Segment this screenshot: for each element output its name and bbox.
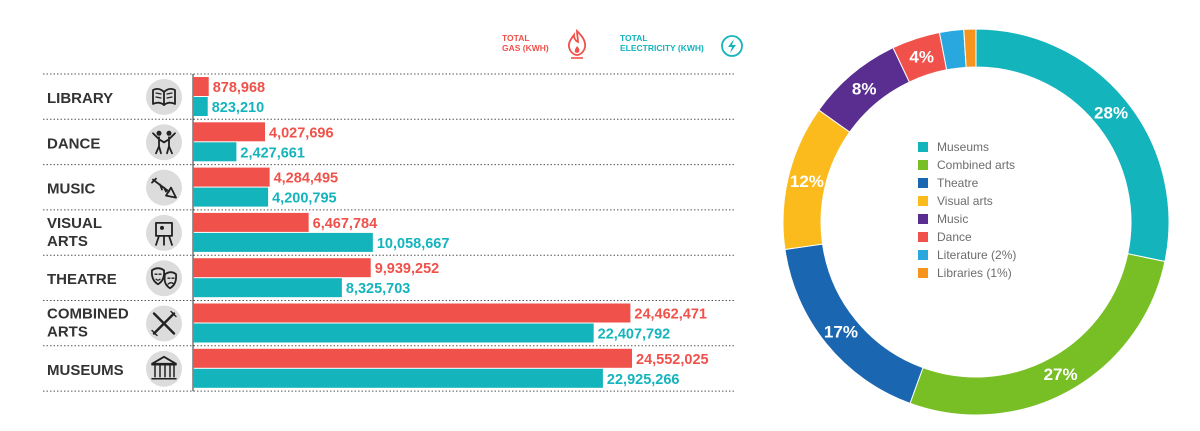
- bar-electricity: [193, 142, 237, 162]
- easel-icon: [146, 214, 182, 251]
- category-label: MUSEUMS: [47, 362, 124, 379]
- legend-label: Music: [937, 212, 969, 226]
- category-label: VISUAL ARTS: [47, 215, 102, 250]
- bar-label-gas: 24,552,025: [636, 352, 709, 368]
- legend-swatch: [918, 232, 928, 242]
- bar-label-electricity: 22,407,792: [598, 327, 671, 343]
- slice-label: 28%: [1094, 103, 1128, 122]
- legend-swatch: [918, 250, 928, 260]
- slice-label: 27%: [1044, 365, 1078, 384]
- bar-label-gas: 4,027,696: [269, 125, 334, 141]
- bar-label-electricity: 22,925,266: [607, 372, 680, 388]
- legend-label: Literature (2%): [937, 248, 1017, 262]
- legend-swatch: [918, 268, 928, 278]
- bar-gas: [193, 348, 632, 368]
- legend-gas-line2: GAS (KWH): [502, 43, 549, 53]
- bar-label-gas: 878,968: [213, 80, 265, 96]
- theatre-masks-icon: [146, 260, 182, 297]
- book-icon: [146, 79, 182, 115]
- bar-electricity: [193, 232, 373, 252]
- museum-icon: [146, 350, 182, 387]
- legend-item: Literature (2%): [918, 246, 1016, 264]
- slice-label: 17%: [824, 323, 858, 342]
- bar-gas: [193, 303, 631, 323]
- donut-legend: Museums Combined arts Theatre Visual arts Mu…: [918, 138, 1016, 282]
- legend-item: Combined arts: [918, 156, 1016, 174]
- legend-swatch: [918, 178, 928, 188]
- donut-slice: [963, 28, 977, 68]
- paintbrush-icon: [146, 305, 182, 342]
- legend-label: Theatre: [937, 176, 979, 190]
- category-label: MUSIC: [47, 181, 96, 198]
- legend-gas-line1: TOTAL: [502, 33, 530, 43]
- flame-icon: [567, 28, 587, 59]
- bar-label-gas: 24,462,471: [634, 307, 707, 323]
- legend-label: Combined arts: [937, 158, 1016, 172]
- trumpet-icon: [146, 169, 182, 206]
- bar-gas: [193, 212, 309, 232]
- legend-label: Visual arts: [937, 194, 993, 208]
- lightning-icon: [721, 35, 743, 57]
- legend-label: Libraries (1%): [937, 266, 1012, 280]
- category-label: LIBRARY: [47, 90, 113, 107]
- legend-item: Museums: [918, 138, 1016, 156]
- dance-icon: [146, 124, 182, 161]
- slice-label: 12%: [790, 172, 824, 191]
- legend-electricity-line1: TOTAL: [620, 33, 648, 43]
- legend-item: Visual arts: [918, 192, 1016, 210]
- slice-label: 4%: [909, 48, 934, 67]
- bar-electricity: [193, 368, 603, 388]
- legend-swatch: [918, 160, 928, 170]
- bar-label-gas: 9,939,252: [375, 261, 440, 277]
- legend-swatch: [918, 142, 928, 152]
- legend-swatch: [918, 196, 928, 206]
- legend-item: Dance: [918, 228, 1016, 246]
- legend-item: Music: [918, 210, 1016, 228]
- bar-gas: [193, 122, 266, 142]
- bar-label-gas: 4,284,495: [274, 171, 339, 187]
- category-label: COMBINED ARTS: [47, 306, 129, 341]
- bar-label-electricity: 4,200,795: [272, 191, 337, 207]
- bar-label-gas: 6,467,784: [313, 216, 378, 232]
- bar-chart: TOTAL GAS (KWH) TOTAL ELECTRICITY (KWH) …: [43, 28, 743, 392]
- bar-legend: TOTAL GAS (KWH) TOTAL ELECTRICITY (KWH): [502, 28, 743, 59]
- category-label: DANCE: [47, 135, 100, 152]
- legend-item: Libraries (1%): [918, 264, 1016, 282]
- bar-label-electricity: 8,325,703: [346, 281, 411, 297]
- bar-label-electricity: 2,427,661: [240, 145, 305, 161]
- legend-electricity-line2: ELECTRICITY (KWH): [620, 43, 704, 53]
- bar-electricity: [193, 187, 269, 207]
- bar-gas: [193, 77, 209, 96]
- legend-label: Museums: [937, 140, 990, 154]
- bar-label-electricity: 823,210: [212, 100, 264, 116]
- category-label: THEATRE: [47, 271, 117, 288]
- legend-swatch: [918, 214, 928, 224]
- legend-item: Theatre: [918, 174, 1016, 192]
- bar-electricity: [193, 278, 342, 298]
- bar-gas: [193, 258, 371, 278]
- bar-label-electricity: 10,058,667: [377, 236, 450, 252]
- slice-label: 8%: [852, 80, 877, 99]
- bar-gas: [193, 167, 270, 187]
- legend-label: Dance: [937, 230, 972, 244]
- bar-electricity: [193, 323, 594, 343]
- bar-electricity: [193, 97, 208, 116]
